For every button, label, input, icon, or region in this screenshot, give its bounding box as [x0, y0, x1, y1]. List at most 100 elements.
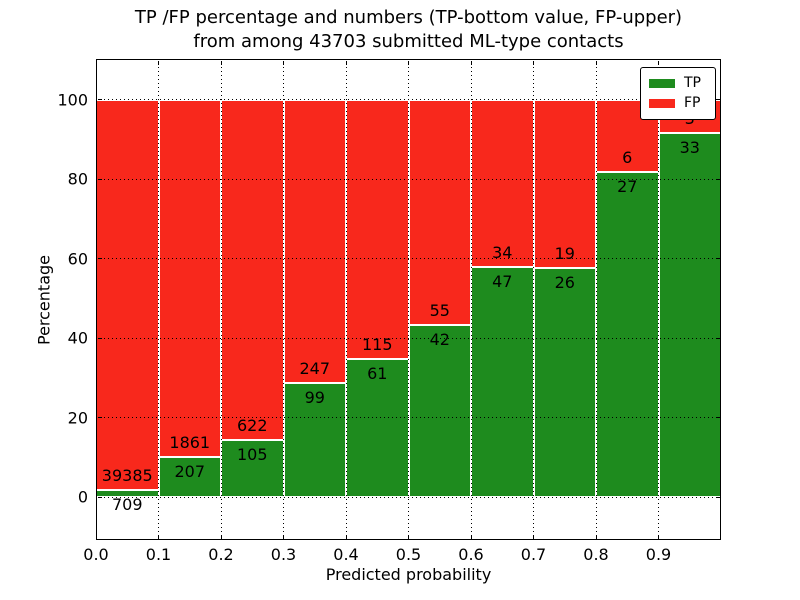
gridline-vertical: [533, 59, 534, 540]
x-tick-label: 0.4: [333, 545, 359, 564]
gridline-vertical: [470, 59, 472, 540]
legend: TP FP: [640, 67, 716, 120]
bar-label-fp: 6: [622, 148, 633, 168]
bar-segment-fp: [96, 99, 159, 491]
gridline-vertical: [220, 59, 222, 540]
x-tick-label: 0.8: [583, 545, 609, 564]
bar-segment-tp: [533, 267, 596, 498]
y-tick-mark: [97, 496, 102, 498]
bar-label-fp: 19: [554, 243, 575, 263]
x-tick-mark-top: [345, 60, 347, 65]
tp-swatch-icon: [649, 79, 675, 88]
bar-label-tp: 26: [554, 272, 575, 292]
x-tick-label: 0.7: [520, 545, 547, 564]
y-tick-mark: [97, 417, 102, 419]
y-tick-mark: [97, 178, 102, 180]
x-tick-mark-top: [95, 60, 97, 65]
bar-label-fp: 115: [361, 335, 393, 355]
bar-segment-tp: [158, 457, 221, 498]
x-tick-mark: [658, 534, 659, 539]
bar-label-tp: 33: [679, 138, 700, 157]
bar-segment-tp: [408, 325, 471, 498]
x-axis-label: Predicted probability: [325, 565, 492, 584]
y-tick-mark: [97, 337, 102, 339]
x-tick-mark: [158, 534, 159, 539]
y-tick-label: 80: [67, 169, 88, 189]
gridline-vertical: [158, 59, 159, 540]
bar-segment-tp: [471, 266, 534, 498]
gridline-vertical: [283, 59, 284, 540]
bar-segment-tp: [658, 133, 721, 498]
bar-label-fp: 55: [429, 301, 450, 321]
bar-segment-fp: [346, 99, 409, 360]
bar-label-tp: 61: [367, 364, 388, 384]
x-tick-mark-top: [470, 60, 472, 65]
bar-label-tp: 42: [429, 330, 450, 350]
bar-segment-fp: [533, 99, 596, 268]
x-tick-mark: [408, 534, 409, 539]
x-tick-label: 0.5: [395, 545, 422, 564]
y-tick-mark-right: [715, 178, 720, 180]
bar-label-tp: 105: [236, 444, 268, 464]
gridline-vertical: [595, 59, 597, 540]
bar-segment-tp: [283, 383, 346, 498]
x-tick-mark-top: [658, 60, 659, 65]
x-tick-label: 0.0: [83, 545, 109, 564]
x-tick-mark-top: [158, 60, 159, 65]
bar-label-tp: 207: [174, 462, 206, 482]
legend-label-tp: TP: [684, 75, 701, 91]
bar-segment-tp: [221, 439, 284, 498]
x-tick-mark: [533, 534, 534, 539]
bar-label-tp: 99: [304, 388, 325, 408]
bar-segment-fp: [283, 99, 346, 384]
y-tick-mark-right: [715, 417, 720, 419]
x-tick-mark: [283, 534, 284, 539]
bar-segment-tp: [596, 172, 659, 498]
bar-segment-fp: [158, 99, 221, 458]
gridline-vertical: [658, 59, 659, 540]
chart-title: TP /FP percentage and numbers (TP-bottom…: [96, 6, 721, 54]
chart-title-line1: TP /FP percentage and numbers (TP-bottom…: [134, 7, 683, 28]
legend-item-tp: TP: [649, 75, 707, 92]
x-tick-label: 0.3: [270, 545, 297, 564]
x-tick-mark: [345, 534, 347, 539]
bar-label-tp: 27: [617, 177, 638, 197]
bar-label-fp: 39385: [101, 466, 153, 486]
y-tick-mark-right: [715, 337, 720, 339]
x-tick-mark-top: [408, 60, 409, 65]
x-tick-mark: [595, 534, 597, 539]
x-tick-mark-top: [595, 60, 597, 65]
x-tick-mark-top: [283, 60, 284, 65]
bar-label-fp: 34: [492, 242, 513, 262]
y-tick-label: 60: [67, 249, 88, 269]
x-tick-mark-top: [533, 60, 534, 65]
bar-segment-fp: [221, 99, 284, 440]
y-tick-label: 40: [67, 328, 88, 348]
x-tick-label: 0.2: [208, 545, 234, 564]
fp-swatch-icon: [649, 99, 675, 108]
y-tick-mark: [97, 258, 102, 260]
y-tick-mark-right: [715, 496, 720, 498]
legend-item-fp: FP: [649, 95, 707, 112]
x-tick-mark-top: [220, 60, 222, 65]
gridline-vertical: [408, 59, 409, 540]
y-tick-label: 20: [67, 408, 88, 428]
y-tick-mark: [97, 99, 102, 101]
x-tick-mark: [220, 534, 222, 539]
bar-label-tp: 709: [111, 495, 143, 515]
x-tick-label: 0.1: [145, 545, 172, 564]
y-tick-mark-right: [715, 99, 720, 101]
y-tick-label: 100: [57, 90, 88, 110]
x-tick-mark: [470, 534, 472, 539]
bar-segment-fp: [408, 99, 471, 326]
bar-label-tp: 47: [492, 271, 513, 291]
y-tick-mark-right: [715, 258, 720, 260]
gridline-vertical: [345, 59, 347, 540]
bar-label-fp: 622: [236, 415, 268, 435]
legend-label-fp: FP: [684, 95, 701, 111]
x-tick-label: 0.9: [645, 545, 672, 564]
bar-label-fp: 247: [299, 359, 331, 379]
x-tick-label: 0.6: [458, 545, 484, 564]
chart-title-line2: from among 43703 submitted ML-type conta…: [193, 31, 624, 52]
